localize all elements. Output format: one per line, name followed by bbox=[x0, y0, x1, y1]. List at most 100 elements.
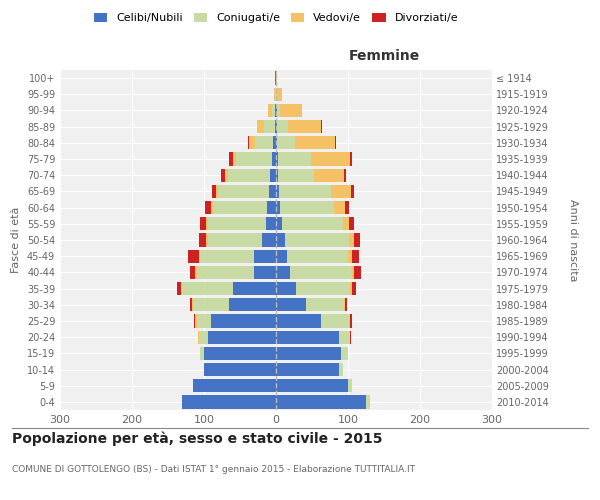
Bar bbox=[276, 88, 277, 101]
Bar bbox=[229, 152, 233, 166]
Bar bbox=[276, 346, 341, 360]
Bar bbox=[254, 250, 276, 263]
Bar bbox=[276, 185, 279, 198]
Bar bbox=[277, 104, 280, 117]
Bar bbox=[352, 250, 359, 263]
Bar bbox=[345, 298, 347, 312]
Bar bbox=[193, 298, 229, 312]
Bar bbox=[276, 201, 280, 214]
Bar bbox=[182, 282, 233, 295]
Bar bbox=[275, 72, 276, 85]
Bar bbox=[349, 234, 354, 246]
Bar bbox=[276, 120, 277, 134]
Bar bbox=[274, 88, 275, 101]
Bar bbox=[351, 185, 355, 198]
Bar bbox=[178, 282, 181, 295]
Bar bbox=[290, 266, 352, 279]
Bar bbox=[197, 266, 254, 279]
Bar bbox=[349, 314, 350, 328]
Bar bbox=[257, 120, 264, 134]
Bar bbox=[341, 346, 348, 360]
Bar bbox=[279, 185, 331, 198]
Bar bbox=[277, 120, 288, 134]
Bar bbox=[276, 234, 284, 246]
Bar bbox=[199, 330, 208, 344]
Bar bbox=[276, 282, 296, 295]
Bar bbox=[276, 330, 340, 344]
Bar bbox=[208, 217, 266, 230]
Bar bbox=[269, 185, 276, 198]
Bar bbox=[250, 136, 255, 149]
Bar bbox=[280, 201, 334, 214]
Bar bbox=[262, 234, 276, 246]
Bar bbox=[198, 330, 199, 344]
Bar bbox=[193, 379, 276, 392]
Bar bbox=[266, 217, 276, 230]
Bar bbox=[197, 314, 211, 328]
Legend: Celibi/Nubili, Coniugati/e, Vedovi/e, Divorziati/e: Celibi/Nubili, Coniugati/e, Vedovi/e, Di… bbox=[89, 8, 463, 28]
Bar bbox=[320, 314, 349, 328]
Bar bbox=[276, 266, 290, 279]
Bar bbox=[221, 168, 225, 182]
Bar bbox=[268, 201, 276, 214]
Bar bbox=[276, 396, 366, 408]
Bar bbox=[344, 168, 346, 182]
Bar bbox=[236, 152, 272, 166]
Bar bbox=[270, 168, 276, 182]
Bar bbox=[208, 234, 262, 246]
Bar bbox=[254, 266, 276, 279]
Bar bbox=[276, 136, 277, 149]
Bar bbox=[331, 185, 351, 198]
Bar bbox=[200, 250, 254, 263]
Bar bbox=[192, 298, 193, 312]
Bar bbox=[349, 217, 355, 230]
Bar bbox=[276, 379, 348, 392]
Bar bbox=[348, 379, 352, 392]
Bar bbox=[287, 250, 348, 263]
Bar bbox=[276, 104, 277, 117]
Text: Popolazione per età, sesso e stato civile - 2015: Popolazione per età, sesso e stato civil… bbox=[12, 431, 383, 446]
Bar bbox=[248, 136, 250, 149]
Bar bbox=[229, 298, 276, 312]
Bar bbox=[340, 363, 343, 376]
Bar bbox=[354, 234, 359, 246]
Bar bbox=[366, 396, 370, 408]
Bar bbox=[182, 396, 276, 408]
Bar bbox=[278, 168, 314, 182]
Bar bbox=[264, 120, 275, 134]
Bar bbox=[334, 201, 345, 214]
Bar bbox=[272, 104, 275, 117]
Bar bbox=[208, 330, 276, 344]
Bar bbox=[354, 266, 361, 279]
Bar bbox=[188, 250, 199, 263]
Bar bbox=[233, 152, 236, 166]
Bar bbox=[284, 234, 349, 246]
Bar bbox=[204, 346, 276, 360]
Bar bbox=[211, 201, 214, 214]
Bar bbox=[225, 168, 229, 182]
Bar bbox=[190, 298, 192, 312]
Bar bbox=[276, 72, 277, 85]
Bar bbox=[205, 201, 211, 214]
Bar bbox=[311, 152, 350, 166]
Bar bbox=[276, 363, 340, 376]
Bar bbox=[215, 185, 218, 198]
Bar bbox=[350, 330, 351, 344]
Bar bbox=[350, 282, 352, 295]
Bar bbox=[277, 136, 295, 149]
Bar bbox=[273, 136, 276, 149]
Bar bbox=[282, 217, 343, 230]
Bar bbox=[348, 250, 352, 263]
Bar bbox=[275, 88, 276, 101]
Bar bbox=[181, 282, 182, 295]
Bar bbox=[343, 217, 349, 230]
Bar bbox=[278, 152, 311, 166]
Bar bbox=[335, 136, 337, 149]
Y-axis label: Anni di nascita: Anni di nascita bbox=[568, 198, 578, 281]
Bar bbox=[276, 217, 282, 230]
Bar bbox=[295, 136, 335, 149]
Bar bbox=[199, 250, 200, 263]
Bar bbox=[345, 201, 349, 214]
Bar bbox=[344, 298, 345, 312]
Bar bbox=[340, 330, 350, 344]
